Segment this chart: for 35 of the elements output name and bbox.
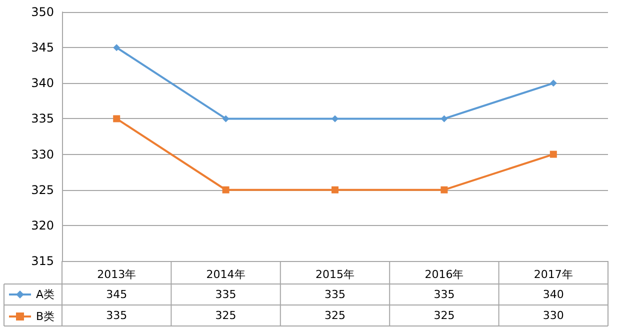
data-label: 335	[106, 309, 128, 322]
data-label: 335	[324, 288, 346, 301]
point	[113, 115, 120, 122]
y-tick-label: 345	[31, 40, 54, 55]
legend-label: A类	[36, 288, 55, 301]
x-tick-label: 2017年	[534, 268, 573, 281]
legend-label: B类	[36, 310, 55, 323]
point	[113, 44, 120, 52]
y-tick-label: 325	[31, 182, 54, 197]
x-tick-label: 2014年	[206, 268, 246, 281]
data-label: 325	[434, 309, 455, 322]
point	[222, 186, 230, 194]
data-label: 335	[215, 288, 236, 301]
y-tick-label: 335	[31, 112, 54, 126]
y-tick-label: 330	[31, 147, 54, 162]
point	[440, 186, 448, 194]
point	[332, 186, 338, 194]
y-tick-label: 320	[31, 218, 54, 232]
point	[440, 115, 448, 122]
point	[550, 80, 557, 87]
data-label: 330	[542, 309, 564, 322]
data-label: 325	[324, 309, 346, 322]
data-label: 340	[542, 288, 564, 301]
point	[222, 115, 230, 122]
x-tick-label: 2013年	[97, 268, 136, 281]
x-tick-label: 2015年	[316, 268, 354, 281]
y-tick-label: 315	[31, 254, 54, 268]
data-label: 325	[215, 309, 236, 322]
x-tick-label: 2016年	[424, 268, 464, 281]
y-tick-label: 340	[31, 76, 54, 90]
point	[550, 150, 557, 158]
point	[332, 115, 338, 122]
data-label: 345	[106, 288, 128, 301]
data-label: 335	[434, 288, 455, 301]
y-tick-label: 350	[31, 5, 54, 19]
